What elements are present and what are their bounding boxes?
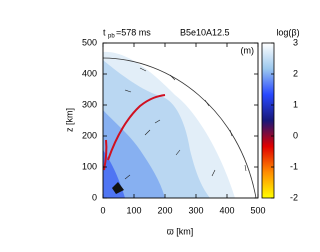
x-axis-label: ϖ [km]	[167, 226, 194, 236]
time-symbol: t	[103, 27, 106, 37]
y-axis-label: z [km]	[64, 108, 74, 132]
y-tick-label: 500	[82, 37, 97, 47]
colorbar-tick-label: 1	[293, 99, 298, 109]
x-tick-label: 300	[188, 205, 203, 215]
y-tick-label: 200	[82, 130, 97, 140]
colorbar	[261, 42, 275, 199]
colorbar-tick-label: 0	[293, 130, 298, 140]
plot-frame	[102, 42, 259, 199]
x-tick-label: 0	[100, 205, 105, 215]
colorbar-tick-label: -2	[290, 192, 298, 202]
y-tick-label: 400	[82, 68, 97, 78]
y-tick-label: 100	[82, 161, 97, 171]
x-tick-label: 100	[126, 205, 141, 215]
y-tick-label: 0	[92, 192, 97, 202]
colorbar-label: log(β)	[276, 27, 299, 37]
colorbar-tick-label: 3	[293, 37, 298, 47]
field-image	[103, 51, 257, 198]
y-tick-label: 300	[82, 99, 97, 109]
x-tick-label: 400	[219, 205, 234, 215]
colorbar-tick-label: 2	[293, 68, 298, 78]
x-tick-label: 500	[250, 205, 265, 215]
time-subscript: pb	[108, 34, 115, 40]
colorbar-tick-label: -1	[290, 161, 298, 171]
time-text: =578 ms	[116, 27, 151, 37]
model-label: B5e10A12.5	[180, 27, 230, 37]
panel-label: (m)	[241, 45, 255, 55]
x-tick-label: 200	[157, 205, 172, 215]
